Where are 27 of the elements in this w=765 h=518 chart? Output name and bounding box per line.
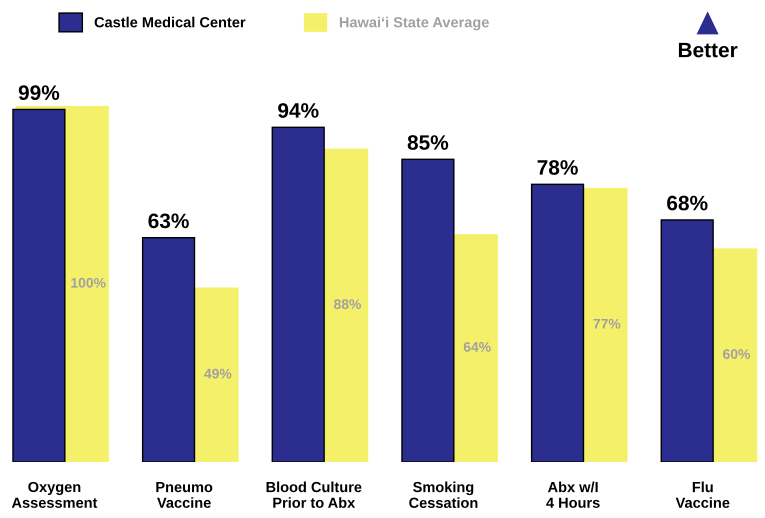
bar [12,108,66,462]
data-label: 78% [538,160,578,175]
data-label: 88% [334,299,362,310]
legend-label: Hawai‘i State Average [340,16,489,30]
data-label: 77% [594,318,620,329]
bar [142,237,196,462]
bar [530,184,584,462]
data-label: 85% [408,135,448,150]
data-label: 64% [464,342,491,352]
bar [272,126,325,462]
data-label: 94% [278,103,319,118]
bar [401,158,455,462]
legend-label: Castle Medical Center [94,16,246,28]
data-label: 99% [18,85,60,100]
text: Better [678,42,738,58]
x-tick-label: Pneumo Vaccine [156,482,212,508]
data-label: 49% [204,368,232,379]
bar [660,219,714,462]
x-tick-label: Blood Culture Prior to Abx [266,482,362,508]
data-label: 68% [667,196,708,210]
data-label: 100% [71,278,106,288]
x-tick-label: Abx w/I 4 Hours [546,482,600,508]
x-tick-label: Oxygen Assessment [12,482,98,508]
data-label: 63% [148,213,189,228]
data-label: 60% [723,349,750,359]
x-tick-label: Smoking Cessation [409,482,478,508]
x-tick-label: Flu Vaccine [676,482,730,508]
